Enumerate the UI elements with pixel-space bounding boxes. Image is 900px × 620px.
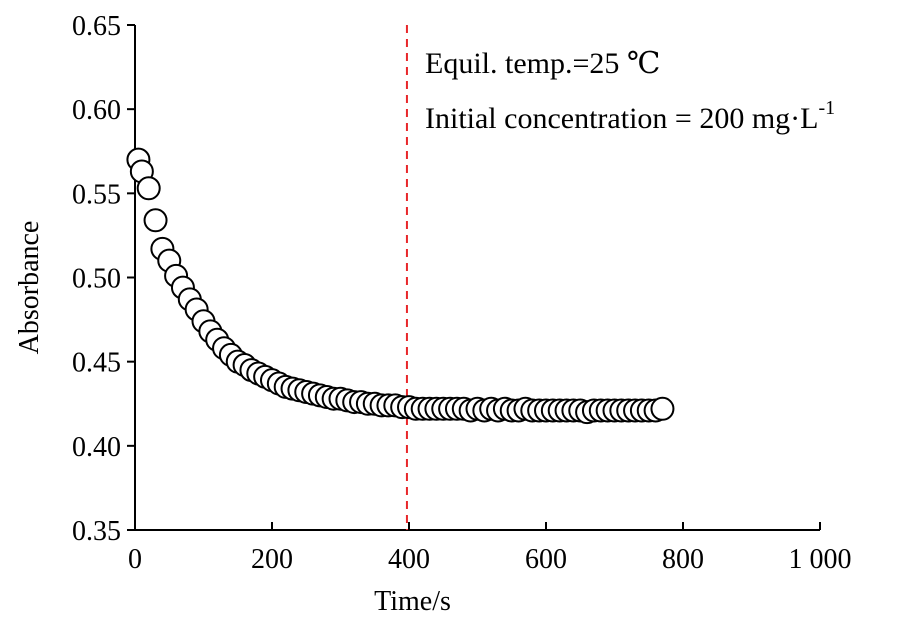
y-tick-label: 0.65 [72, 11, 121, 42]
data-points [126, 147, 675, 425]
x-tick-label: 200 [251, 544, 293, 575]
y-tick-label: 0.45 [72, 348, 121, 379]
axes [134, 25, 820, 531]
data-point [650, 396, 675, 421]
x-tick-label: 800 [662, 544, 704, 575]
annotation-concentration-text: Initial concentration = 200 mg·L [425, 102, 818, 135]
y-tick-label: 0.35 [72, 516, 121, 547]
x-tick-label: 600 [525, 544, 567, 575]
y-ticks: 0.35 0.40 0.45 0.50 0.55 0.60 0.65 [72, 11, 135, 547]
annotation-concentration: Initial concentration = 200 mg·L-1 [425, 97, 835, 135]
y-tick-label: 0.50 [72, 264, 121, 295]
data-point [136, 176, 161, 201]
annotation-temperature: Equil. temp.=25 ℃ [425, 47, 660, 80]
y-tick-label: 0.60 [72, 95, 121, 126]
x-axis-label: Time/s [374, 586, 451, 617]
y-axis-label: Absorbance [14, 221, 45, 355]
x-tick-label: 1 000 [789, 544, 852, 575]
y-tick-label: 0.55 [72, 179, 121, 210]
data-point [143, 208, 168, 233]
y-tick-label: 0.40 [72, 432, 121, 463]
x-tick-label: 0 [128, 544, 142, 575]
x-tick-label: 400 [388, 544, 430, 575]
x-ticks: 0 200 400 600 800 1 000 [128, 522, 852, 575]
annotation-concentration-superscript: -1 [818, 97, 835, 119]
